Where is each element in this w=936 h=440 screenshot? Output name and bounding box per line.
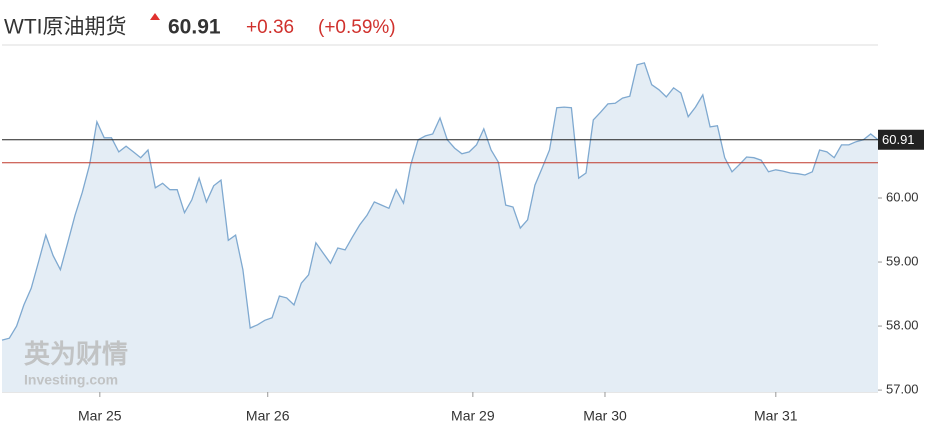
change: +0.36 [246,17,294,38]
x-tick-label: Mar 31 [754,408,798,424]
price: 60.91 [168,16,221,39]
x-tick-label: Mar 26 [246,408,290,424]
change-pct: (+0.59%) [318,17,396,38]
area [2,62,878,393]
x-tick-label: Mar 25 [78,408,122,424]
title: WTI原油期货 [4,16,126,39]
y-tick-label: 58.00 [886,317,919,332]
y-tick-label: 60.00 [886,189,919,204]
last-price-label: 60.91 [882,132,915,147]
y-tick-label: 57.00 [886,382,919,397]
line [1,62,879,341]
x-tick-label: Mar 29 [451,408,495,424]
last-price-box [878,129,924,150]
watermark-brand: 英为财情 [24,339,128,369]
watermark-site: Investing.com [24,372,118,388]
x-tick-label: Mar 30 [583,408,627,424]
up-arrow [150,13,160,20]
y-tick-label: 59.00 [886,253,919,268]
